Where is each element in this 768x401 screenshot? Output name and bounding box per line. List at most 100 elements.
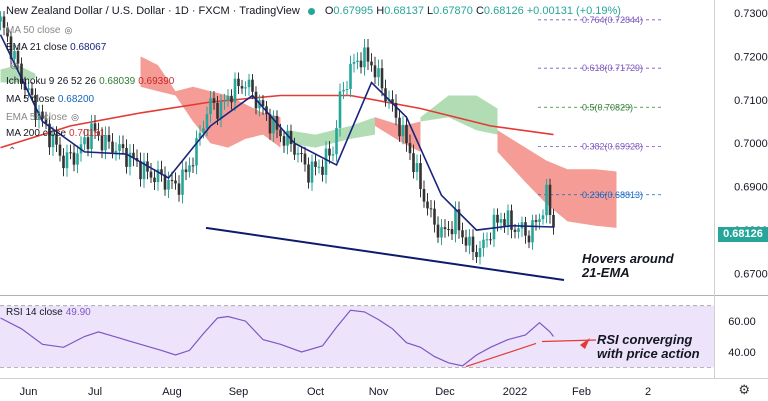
- candle-body: [111, 141, 114, 153]
- candle-body: [216, 102, 219, 119]
- candle-body: [163, 174, 167, 190]
- grid: [0, 0, 768, 379]
- candle-body: [156, 169, 160, 183]
- candle-body: [475, 252, 478, 258]
- cloud-bullish: [420, 95, 498, 135]
- candle-body: [454, 209, 457, 235]
- candle-body: [153, 177, 156, 183]
- candle-body: [513, 229, 517, 232]
- price-trendline: [205, 226, 565, 281]
- candle-body: [503, 219, 506, 227]
- ma200-path: [0, 94, 554, 149]
- candle-body: [198, 132, 202, 139]
- legend-rsi[interactable]: RSI 14 close 49.90: [6, 307, 91, 318]
- candle-body: [170, 180, 174, 182]
- legend-ema21[interactable]: EMA 21 close 0.68067: [6, 42, 107, 53]
- rsi-pane: [0, 309, 597, 368]
- candle-body: [244, 87, 247, 89]
- x-tick-label: Feb: [572, 386, 591, 398]
- candle-body: [44, 118, 48, 124]
- candle-body: [398, 117, 401, 137]
- candle-body: [310, 161, 314, 183]
- candle-body: [307, 164, 310, 183]
- x-tick-label: 2022: [503, 386, 527, 398]
- candle-body: [412, 153, 415, 173]
- candle-body: [377, 68, 380, 78]
- fib-label-0.236: 0.236(0.68813): [582, 190, 643, 200]
- candle-body: [20, 63, 23, 83]
- candle-body: [471, 236, 475, 253]
- candle-body: [443, 227, 447, 230]
- candle-body: [160, 169, 163, 175]
- legend-hidden-indicator[interactable]: ◎: [6, 59, 18, 72]
- candle-body: [195, 138, 198, 166]
- gear-icon[interactable]: ⚙: [738, 382, 750, 397]
- candle-body: [527, 235, 531, 243]
- candle-body: [492, 214, 496, 240]
- candle-body: [16, 51, 20, 64]
- candle-body: [181, 169, 184, 195]
- candle-body: [289, 130, 293, 145]
- legend-ichimoku[interactable]: Ichimoku 9 26 52 26 0.68039 0.69390: [6, 76, 175, 87]
- candle-body: [345, 89, 349, 91]
- candle-body: [331, 154, 335, 156]
- legend-ma5[interactable]: MA 5 close 0.68200: [6, 94, 95, 105]
- candle-body: [6, 27, 9, 37]
- candle-body: [370, 61, 373, 66]
- eye-hidden-icon[interactable]: ◎: [10, 60, 18, 70]
- candle-body: [426, 201, 429, 209]
- x-tick-label: Dec: [435, 386, 455, 398]
- collapse-legend-icon[interactable]: ⌃: [8, 146, 17, 157]
- candle-body: [433, 208, 436, 225]
- candle-body: [324, 148, 328, 175]
- candle-body: [9, 36, 13, 59]
- candle-body: [27, 88, 30, 90]
- candle-body: [233, 78, 237, 103]
- candle-body: [230, 95, 233, 103]
- candle-body: [317, 166, 321, 168]
- candle-body: [202, 128, 205, 133]
- candle-body: [261, 100, 265, 107]
- candle-body: [366, 47, 370, 62]
- candle-body: [177, 183, 181, 195]
- candle-body: [422, 188, 426, 202]
- x-tick-label: Aug: [162, 386, 182, 398]
- candle-body: [356, 60, 359, 63]
- candle-body: [545, 184, 548, 216]
- candle-body: [212, 98, 216, 103]
- candle-body: [496, 214, 499, 223]
- candle-body: [415, 163, 419, 173]
- candle-body: [125, 148, 128, 167]
- legend-ema55[interactable]: EMA 55 close ◎: [6, 112, 80, 123]
- candle-body: [436, 224, 440, 238]
- candle-body: [552, 214, 555, 228]
- legend-ma50[interactable]: MA 50 close ◎: [6, 25, 73, 36]
- candle-body: [482, 239, 485, 248]
- fib-label-0.382: 0.382(0.69928): [582, 141, 643, 151]
- candle-body: [48, 123, 51, 148]
- candle-body: [352, 62, 356, 64]
- candle-body: [240, 86, 244, 89]
- eye-hidden-icon[interactable]: ◎: [64, 25, 73, 35]
- candle-body: [132, 152, 135, 158]
- x-tick-label: Jul: [88, 386, 102, 398]
- candle-body: [457, 209, 461, 231]
- candle-body: [58, 144, 62, 156]
- candles: [0, 11, 555, 265]
- legend-ma200[interactable]: MA 200 close 0.70181: [6, 128, 106, 139]
- cloud-bullish: [0, 65, 36, 83]
- candle-body: [548, 184, 552, 215]
- candle-body: [464, 237, 468, 246]
- candle-body: [384, 88, 387, 102]
- candle-body: [461, 230, 464, 238]
- eye-hidden-icon[interactable]: ◎: [71, 112, 80, 122]
- candle-body: [489, 239, 492, 241]
- x-tick-label: Nov: [369, 386, 389, 398]
- candle-body: [338, 91, 342, 128]
- candle-body: [247, 79, 251, 88]
